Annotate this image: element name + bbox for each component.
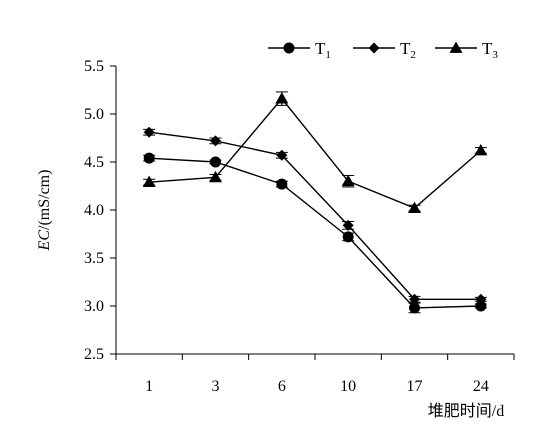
data-point	[342, 231, 354, 243]
data-point	[210, 135, 221, 147]
x-tick-label: 1	[145, 378, 153, 395]
y-tick-label: 5.0	[84, 106, 104, 123]
data-point	[143, 152, 155, 164]
data-point	[341, 174, 355, 187]
y-tick-label: 4.0	[84, 202, 104, 219]
legend-label: T3	[482, 39, 498, 61]
data-point	[275, 92, 289, 104]
series-line	[149, 97, 482, 209]
series-t3	[142, 91, 488, 213]
y-tick-label: 2.5	[84, 346, 104, 363]
legend-item-t1: T1	[268, 39, 331, 61]
series-t2	[143, 126, 487, 305]
data-point	[409, 293, 420, 305]
y-tick-label: 3.5	[84, 250, 104, 267]
y-tick-label: 3.0	[84, 298, 104, 315]
x-tick-label: 6	[278, 378, 286, 395]
y-axis-ticks: 2.5 3.0 3.5 4.0 4.5 5.0 5.5	[84, 58, 116, 363]
data-point	[474, 143, 488, 156]
legend-marker	[368, 42, 380, 54]
data-point	[408, 201, 421, 213]
data-point	[475, 293, 487, 305]
x-tick-label: 3	[212, 378, 220, 395]
series-line	[149, 131, 481, 300]
y-tick-label: 5.5	[84, 58, 104, 75]
x-tick-label: 17	[407, 378, 423, 395]
legend-label: T2	[400, 39, 416, 61]
series-line	[149, 157, 481, 309]
x-axis-title: 堆肥时间/d	[428, 402, 504, 420]
legend-label: T1	[315, 39, 331, 61]
legend-item-t2: T2	[353, 39, 416, 61]
data-point	[142, 175, 156, 188]
data-point	[143, 126, 155, 138]
x-tick-label: 10	[340, 378, 356, 395]
series-layer	[142, 91, 488, 314]
series-t1	[143, 152, 487, 314]
y-tick-label: 4.5	[84, 154, 104, 171]
plot-area: 2.5 3.0 3.5 4.0 4.5 5.0 5.5 1 3 6 10 17 24	[84, 58, 515, 395]
legend: T1 T2 T3	[268, 39, 498, 61]
legend-marker	[283, 42, 295, 54]
data-point	[342, 219, 354, 231]
y-axis-title: EC/(mS/cm)	[36, 170, 53, 252]
data-point	[210, 156, 221, 168]
data-point	[409, 302, 420, 314]
x-tick-label: 24	[473, 378, 489, 395]
data-point	[209, 170, 222, 183]
legend-marker	[449, 41, 463, 53]
data-point	[276, 149, 288, 161]
legend-item-t3: T3	[435, 39, 498, 61]
data-point	[475, 300, 487, 312]
x-axis-ticks: 1 3 6 10 17 24	[115, 354, 515, 395]
data-point	[276, 178, 288, 190]
